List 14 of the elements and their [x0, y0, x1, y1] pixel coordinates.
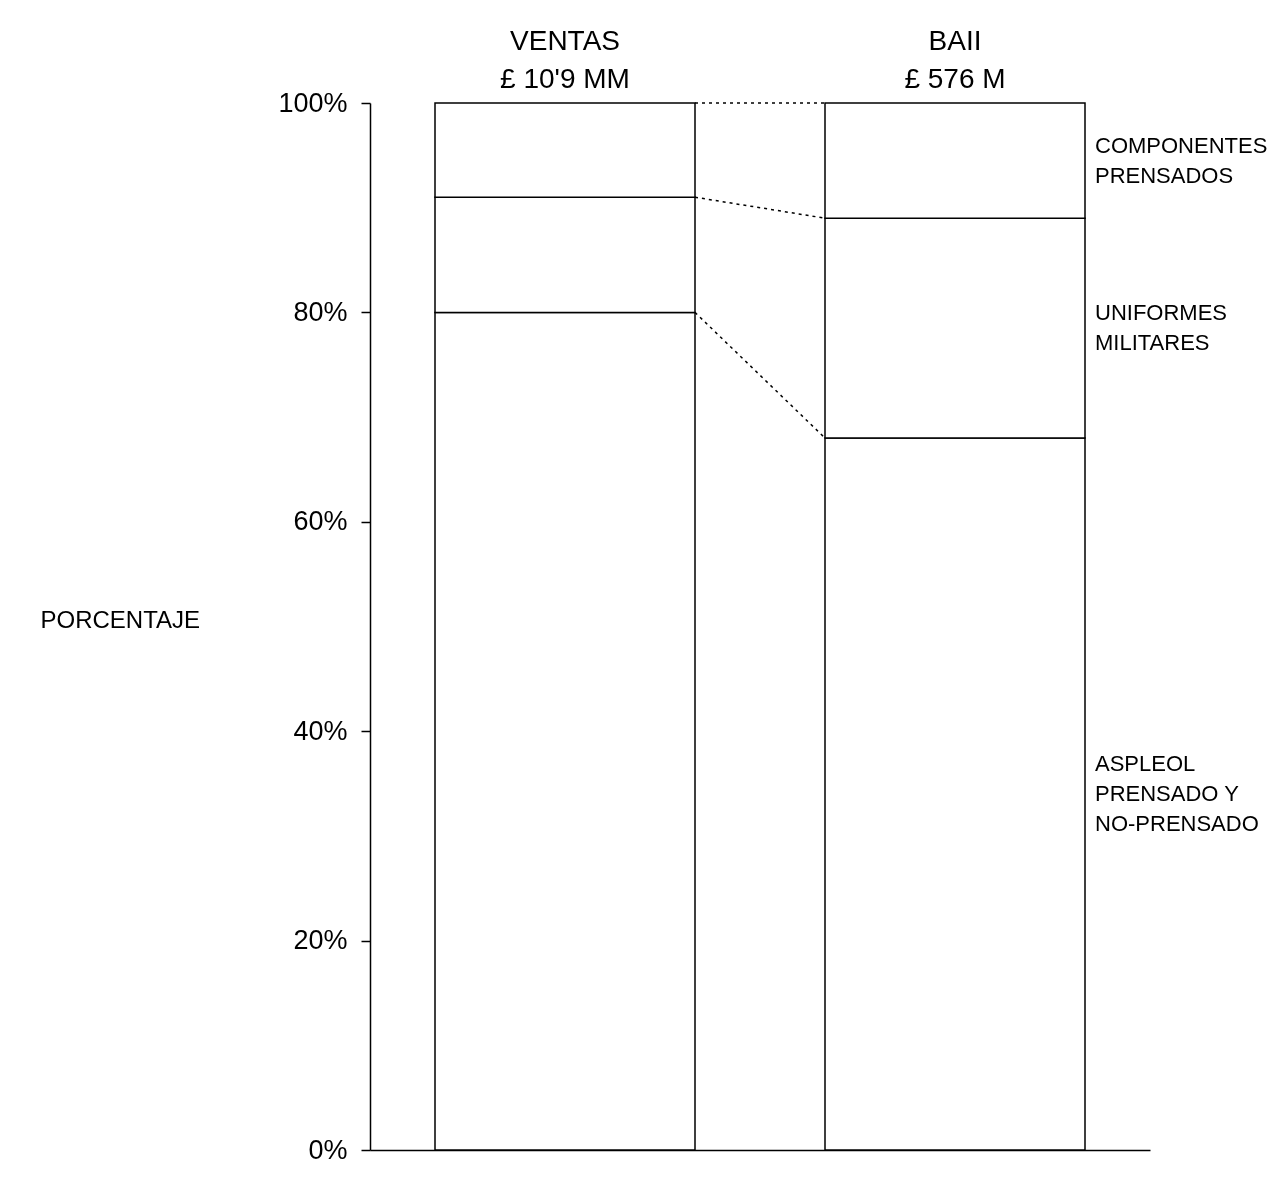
series-label: ASPLEOL PRENSADO Y NO-PRENSADO	[1095, 751, 1259, 837]
x-tick-label: VENTAS	[510, 24, 620, 56]
series-label: COMPONENTES PRENSADOS	[1095, 132, 1268, 188]
y-tick-label: 0%	[308, 1134, 348, 1165]
y-tick-label: 60%	[293, 506, 348, 537]
y-tick-label: 80%	[293, 296, 348, 327]
text: £ 10'9 MM	[500, 63, 630, 94]
y-tick-label: 20%	[293, 925, 348, 956]
y-axis-title: PORCENTAJE	[40, 605, 201, 633]
y-tick-label: 40%	[293, 715, 348, 746]
text: £ 576 M	[904, 63, 1006, 94]
x-tick-label: BAII	[928, 24, 982, 56]
y-tick-label: 100%	[278, 87, 348, 118]
series-label: UNIFORMES MILITARES	[1095, 300, 1227, 356]
